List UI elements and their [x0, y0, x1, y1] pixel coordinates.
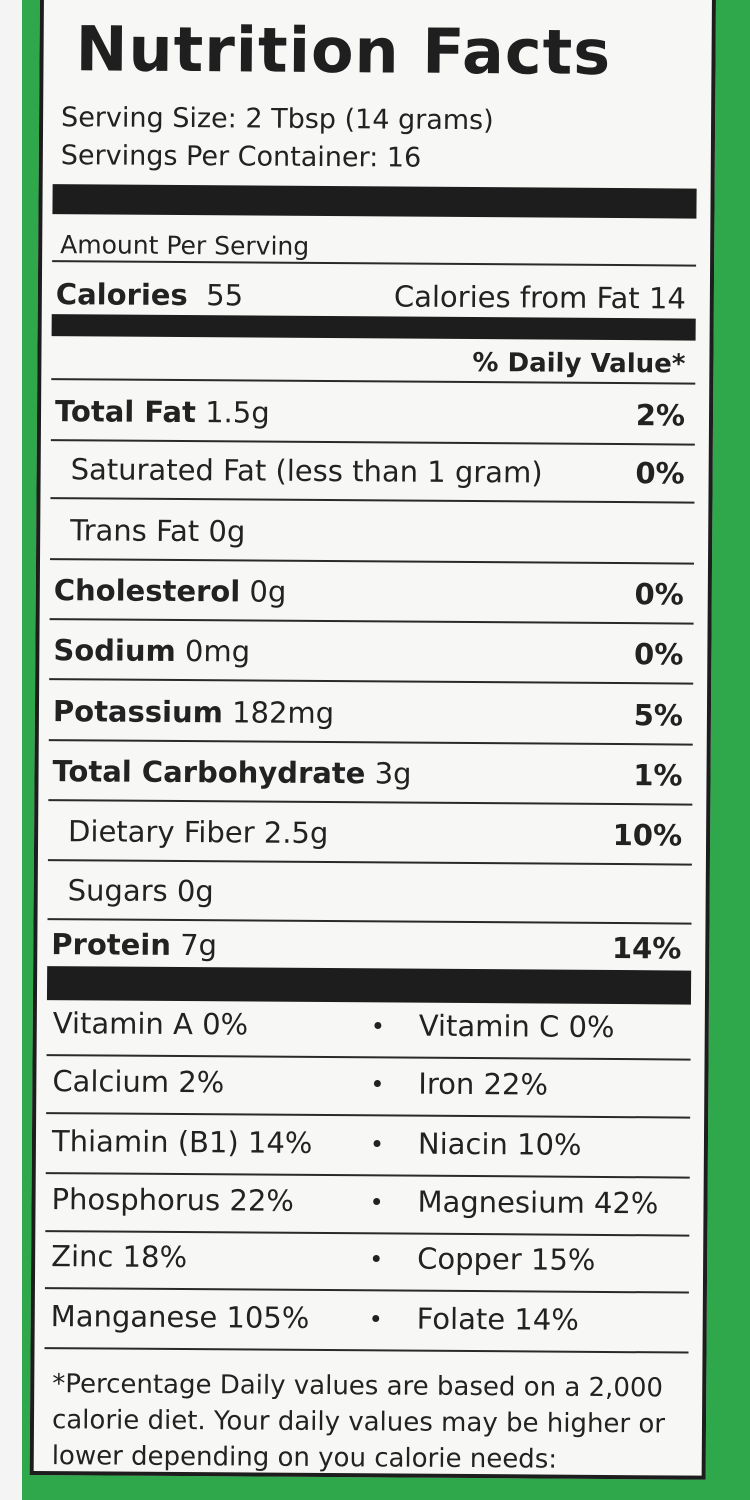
- vitamin-left: Manganese 105%: [50, 1299, 310, 1335]
- calories-value: 55: [206, 278, 244, 313]
- vitamin-right: Vitamin C 0%: [418, 1008, 615, 1045]
- nutrient-amount: 1.5g: [205, 395, 270, 430]
- nutrient-amount: 0mg: [184, 634, 251, 669]
- divider: [44, 1287, 689, 1294]
- nutrient-amount: 7g: [180, 928, 218, 963]
- nutrient-name: Cholesterol: [53, 573, 241, 609]
- bullet-separator: •: [369, 1130, 385, 1159]
- bullet-separator: •: [370, 1012, 386, 1041]
- divider: [44, 1347, 689, 1354]
- vitamin-right: Magnesium 42%: [417, 1184, 659, 1221]
- nutrition-label: Nutrition Facts Serving Size: 2 Tbsp (14…: [29, 0, 716, 1480]
- nutrient-daily-value: 1%: [633, 758, 683, 793]
- divider: [47, 918, 692, 925]
- nutrient-amount: 182mg: [231, 695, 335, 731]
- nutrient-daily-value: 10%: [612, 818, 683, 853]
- vitamin-left: Vitamin A 0%: [52, 1006, 249, 1042]
- calories-label: Calories: [55, 277, 188, 313]
- divider: [48, 739, 693, 746]
- nutrient-row: Saturated Fat (less than 1 gram) 0%: [51, 449, 695, 493]
- divider: [50, 439, 695, 446]
- left-edge: [0, 0, 22, 1500]
- vitamin-row: Calcium 2% • Iron 22%: [52, 1064, 690, 1108]
- vitamin-row: Manganese 105% • Folate 14%: [51, 1299, 689, 1343]
- nutrient-row: Potassium 182mg 5%: [49, 691, 693, 735]
- nutrient-row: Total Carbohydrate 3g 1%: [48, 751, 692, 795]
- divider: [50, 497, 695, 504]
- nutrient-name: Dietary Fiber 2.5g: [68, 814, 329, 851]
- divider: [46, 1112, 691, 1119]
- divider: [49, 678, 694, 685]
- divider: [47, 859, 692, 866]
- nutrient-name: Sugars 0g: [67, 873, 214, 909]
- nutrient-name: Saturated Fat (less than 1 gram): [70, 452, 543, 490]
- divider: [48, 799, 693, 806]
- nutrient-daily-value: 14%: [611, 931, 682, 966]
- nutrient-daily-value: 5%: [633, 698, 684, 733]
- nutrient-amount: 0g: [249, 574, 287, 609]
- nutrient-name: Sodium: [53, 633, 176, 668]
- bullet-separator: •: [369, 1188, 384, 1217]
- nutrient-row: Total Fat 1.5g 2%: [51, 391, 695, 435]
- nutrient-name: Trans Fat 0g: [70, 513, 246, 549]
- nutrient-name: Protein: [51, 927, 172, 962]
- vitamin-row: Zinc 18% • Copper 15%: [51, 1239, 689, 1283]
- label-title: Nutrition Facts: [75, 12, 612, 89]
- nutrient-amount: 3g: [374, 756, 412, 791]
- vitamin-left: Zinc 18%: [51, 1239, 188, 1275]
- nutrient-daily-value: 0%: [634, 577, 684, 612]
- divider: [45, 1230, 690, 1237]
- thick-divider: [46, 966, 692, 1005]
- divider: [50, 558, 695, 565]
- calories-row: Calories 55 Calories from Fat 14: [52, 274, 696, 318]
- vitamin-right: Iron 22%: [418, 1066, 549, 1102]
- amount-per-serving: Amount Per Serving: [60, 230, 310, 261]
- medium-divider: [51, 314, 696, 341]
- nutrient-row: Dietary Fiber 2.5g 10%: [48, 811, 692, 855]
- vitamin-left: Calcium 2%: [52, 1064, 225, 1100]
- servings-per-container: Servings Per Container: 16: [60, 140, 422, 174]
- vitamin-right: Copper 15%: [417, 1241, 596, 1277]
- daily-value-header: % Daily Value*: [472, 348, 686, 380]
- nutrient-row: Sugars 0g: [48, 870, 692, 914]
- bullet-separator: •: [369, 1245, 384, 1274]
- nutrient-row: Trans Fat 0g: [50, 510, 694, 554]
- nutrient-daily-value: 0%: [635, 456, 685, 491]
- nutrient-name: Total Fat: [54, 394, 197, 430]
- vitamin-row: Phosphorus 22% • Magnesium 42%: [51, 1182, 689, 1226]
- divider: [49, 618, 694, 625]
- divider: [46, 1054, 691, 1061]
- vitamin-right: Folate 14%: [416, 1301, 579, 1337]
- nutrient-name: Potassium: [52, 694, 224, 730]
- nutrient-row: Protein 7g 14%: [47, 924, 691, 968]
- thick-divider: [52, 184, 697, 219]
- serving-size: Serving Size: 2 Tbsp (14 grams): [61, 102, 494, 137]
- calories-from-fat: Calories from Fat 14: [393, 279, 686, 316]
- vitamin-left: Thiamin (B1) 14%: [51, 1124, 313, 1160]
- bullet-separator: •: [370, 1070, 385, 1099]
- vitamin-row: Thiamin (B1) 14% • Niacin 10%: [52, 1124, 690, 1168]
- nutrient-name: Total Carbohydrate: [52, 754, 366, 791]
- vitamin-left: Phosphorus 22%: [51, 1182, 295, 1218]
- nutrient-row: Cholesterol 0g 0%: [50, 570, 694, 614]
- nutrient-daily-value: 2%: [635, 398, 686, 433]
- divider: [45, 1172, 690, 1179]
- footnote: *Percentage Daily values are based on a …: [51, 1369, 666, 1475]
- vitamin-row: Vitamin A 0% • Vitamin C 0%: [53, 1006, 691, 1050]
- vitamin-right: Niacin 10%: [417, 1126, 582, 1162]
- divider: [52, 260, 697, 267]
- nutrient-row: Sodium 0mg 0%: [49, 630, 693, 674]
- nutrient-daily-value: 0%: [634, 637, 684, 672]
- bullet-separator: •: [368, 1305, 383, 1334]
